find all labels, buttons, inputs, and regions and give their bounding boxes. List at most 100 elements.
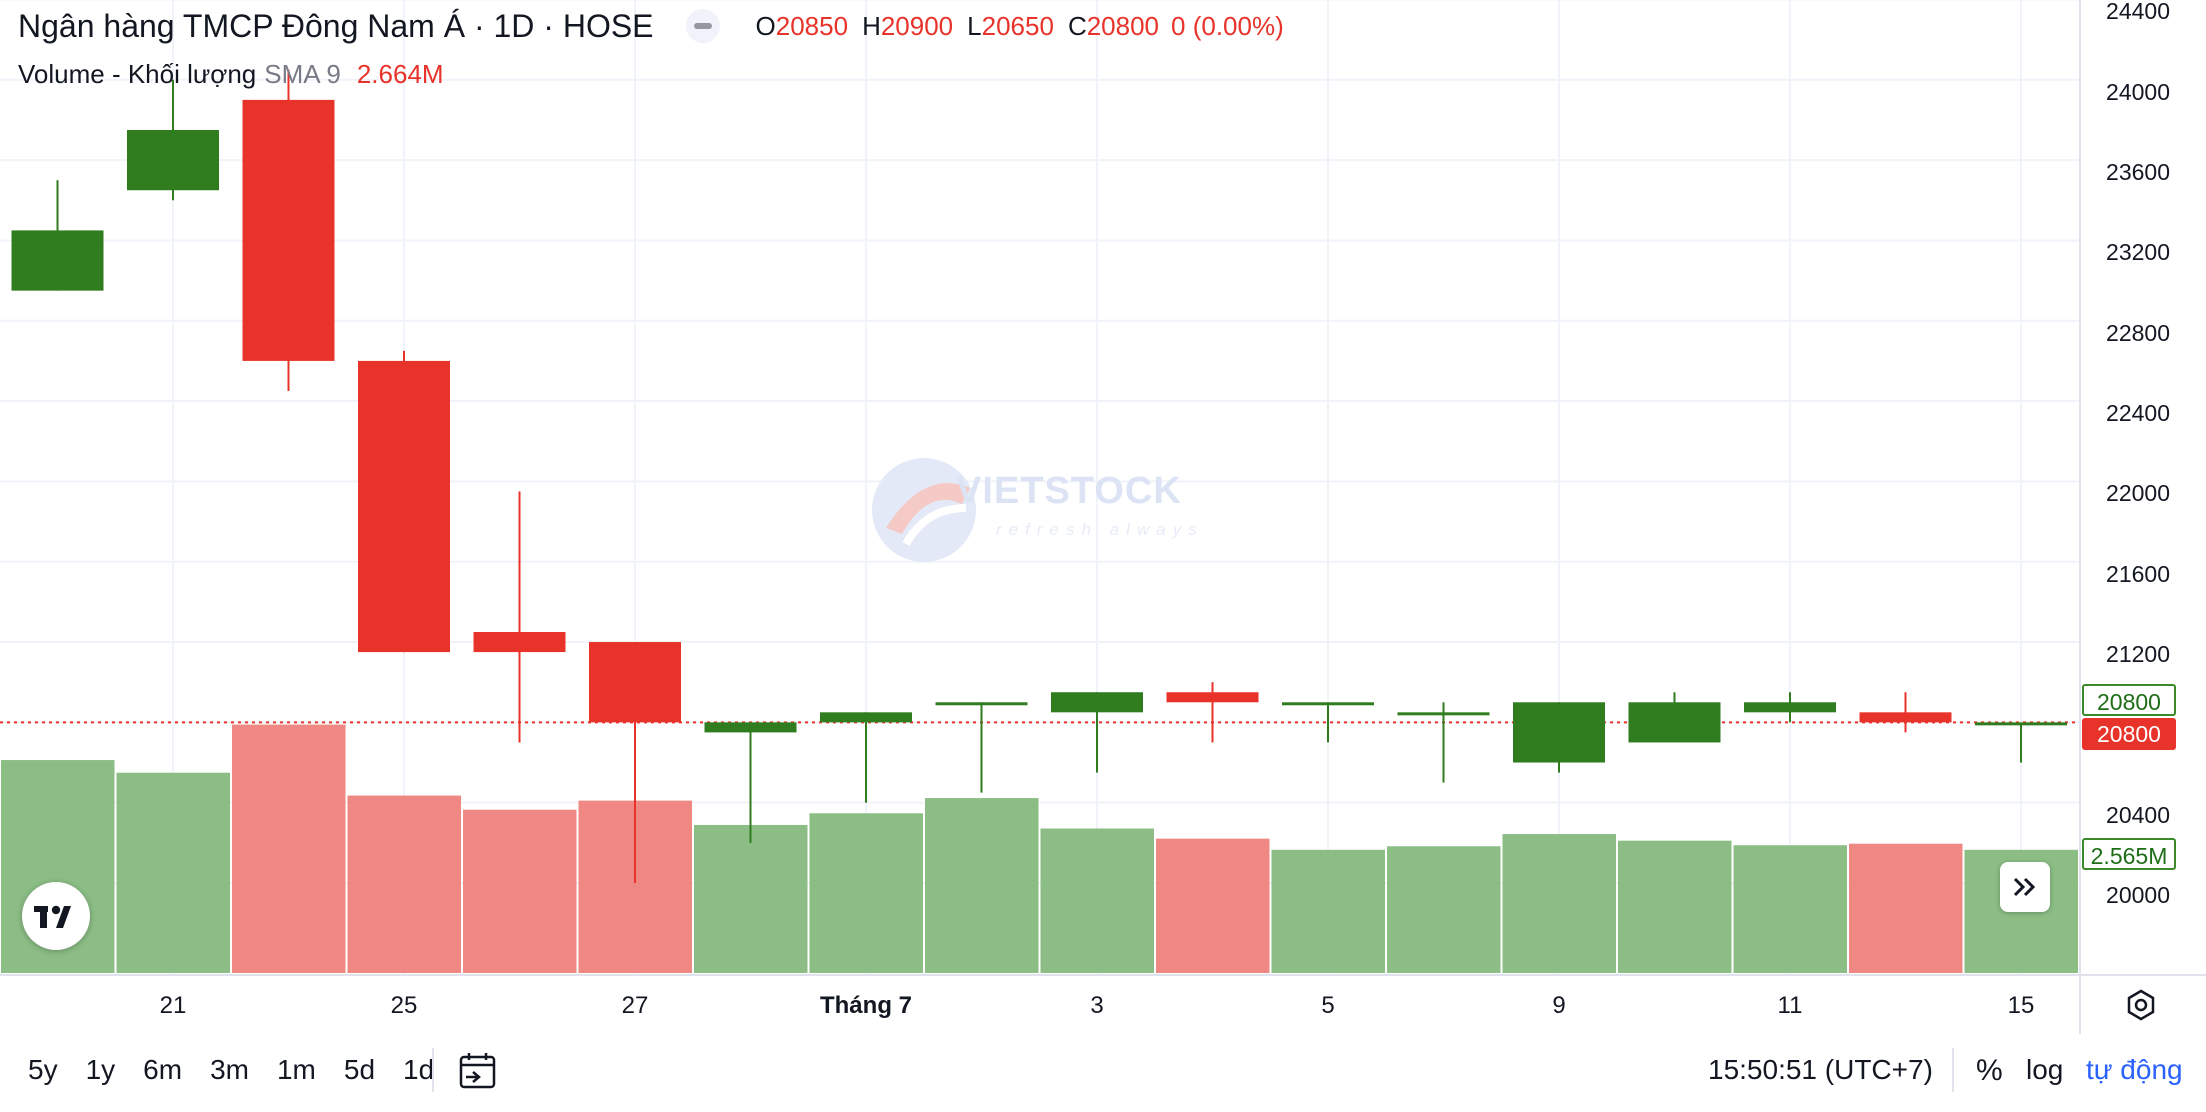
candles — [11, 69, 2067, 883]
minus-icon — [693, 23, 712, 29]
time-label: 11 — [1778, 992, 1803, 1019]
candle — [1975, 722, 2067, 763]
candle-body — [473, 632, 566, 653]
candle — [935, 702, 1028, 793]
watermark-text: VIETSTOCK — [956, 470, 1182, 512]
candle-body — [358, 360, 450, 653]
price-tick: 23600 — [2106, 159, 2170, 185]
gear-icon — [2127, 989, 2155, 1021]
price-axis[interactable]: 24400 24000 23600 23200 22800 22400 2200… — [2106, 0, 2170, 908]
volume-bars — [1, 724, 2078, 973]
candle — [242, 69, 335, 392]
candle — [1744, 692, 1836, 723]
volume-study-label[interactable]: Volume - Khối lượng — [18, 59, 257, 89]
open-value: 20850 — [775, 11, 849, 41]
low-value: 20650 — [981, 11, 1054, 41]
candle — [1282, 702, 1374, 743]
candle-body — [1397, 712, 1490, 716]
candle-body — [1513, 702, 1605, 763]
volume-bar — [1502, 834, 1616, 973]
close-key: C — [1067, 11, 1087, 41]
candle — [358, 350, 450, 653]
ohlc-values: O 20850 H 20900 L 20650 C 20800 0 (0.00%) — [742, 6, 1284, 46]
price-tick: 22800 — [2106, 320, 2170, 346]
price-tick: 24000 — [2106, 79, 2170, 105]
sma-value: 2.664M — [356, 59, 444, 89]
candle-body — [1975, 722, 2067, 726]
auto-scale-toggle[interactable]: tự động — [2086, 1054, 2183, 1085]
time-label: 27 — [622, 992, 649, 1019]
volume-bar — [925, 798, 1039, 973]
time-axis[interactable]: 21 25 27 Tháng 7 3 5 9 11 15 — [160, 992, 2035, 1019]
change-value: 0 (0.00%) — [1171, 11, 1284, 41]
candle-body — [820, 712, 912, 723]
time-label: 5 — [1321, 992, 1334, 1019]
candle — [589, 642, 681, 883]
percent-scale-toggle[interactable]: % — [1976, 1054, 2003, 1087]
price-tick: 20400 — [2106, 802, 2170, 828]
candle — [820, 712, 912, 803]
last-price-label: 20800 — [2082, 684, 2176, 716]
vietstock-watermark-logo — [866, 448, 986, 573]
toolbar-divider — [432, 1048, 434, 1092]
range-3m-button[interactable]: 3m — [210, 1054, 249, 1085]
go-to-date-button[interactable] — [458, 1050, 498, 1095]
scroll-to-realtime-button[interactable] — [2000, 862, 2050, 912]
candle — [127, 79, 219, 201]
candle-body — [704, 722, 797, 733]
candle-body — [127, 130, 219, 191]
tradingview-icon — [34, 905, 71, 928]
range-1m-button[interactable]: 1m — [276, 1054, 316, 1085]
range-6m-button[interactable]: 6m — [143, 1054, 183, 1085]
time-label: 15 — [2008, 992, 2035, 1019]
sma-label: SMA 9 — [264, 59, 341, 89]
bottom-toolbar: 5y 1y 6m 3m 1m 5d 1d 15:50:51 (UTC+7) % … — [0, 1034, 2206, 1112]
close-price-label: 20800 — [2082, 718, 2176, 750]
volume-value-label: 2.565M — [2082, 838, 2176, 870]
volume-bar — [1040, 828, 1154, 973]
double-chevron-right-icon — [2013, 877, 2036, 897]
candle-body — [935, 702, 1028, 706]
time-label: Tháng 7 — [820, 992, 912, 1019]
close-value: 20800 — [1086, 11, 1160, 41]
date-range-selector: 5y 1y 6m 3m 1m 5d 1d — [28, 1054, 462, 1086]
candle — [1166, 682, 1259, 743]
volume-bar — [694, 824, 808, 973]
candle — [11, 180, 104, 291]
clock-timezone[interactable]: 15:50:51 (UTC+7) — [1708, 1054, 1933, 1085]
collapse-legend-button[interactable] — [685, 9, 720, 43]
range-1d-button[interactable]: 1d — [403, 1054, 435, 1085]
range-1y-button[interactable]: 1y — [85, 1054, 116, 1085]
tradingview-logo[interactable] — [22, 882, 90, 950]
candle-body — [1282, 702, 1374, 706]
high-value: 20900 — [880, 11, 954, 41]
low-key: L — [967, 11, 982, 41]
open-key: O — [755, 11, 776, 41]
volume-bar — [1387, 846, 1501, 973]
symbol-title[interactable]: Ngân hàng TMCP Đông Nam Á · 1D · HOSE — [18, 8, 654, 44]
calendar-icon — [459, 1053, 496, 1089]
volume-bar — [347, 795, 461, 973]
price-tick: 21200 — [2106, 641, 2170, 667]
toolbar-divider — [1952, 1048, 1954, 1092]
price-tick: 22000 — [2106, 480, 2170, 506]
candle — [1628, 692, 1721, 743]
log-scale-toggle[interactable]: log — [2026, 1054, 2064, 1085]
price-tick: 21600 — [2106, 561, 2170, 587]
volume-legend-row[interactable]: Volume - Khối lượng SMA 9 2.664M — [18, 56, 1284, 92]
volume-bar — [1733, 845, 1847, 973]
candle-body — [1744, 702, 1836, 713]
chart-settings-button[interactable] — [2124, 988, 2158, 1027]
volume-bar — [463, 809, 577, 973]
candle — [1859, 692, 1952, 733]
price-chart[interactable]: 24400 24000 23600 23200 22800 22400 2200… — [0, 0, 2206, 1034]
price-tick: 24400 — [2106, 0, 2170, 24]
volume-bar — [1849, 843, 1963, 973]
volume-bar — [232, 724, 346, 973]
range-5y-button[interactable]: 5y — [28, 1054, 58, 1085]
range-5d-button[interactable]: 5d — [343, 1054, 376, 1085]
candle — [1513, 702, 1605, 773]
volume-bar — [1271, 849, 1385, 973]
